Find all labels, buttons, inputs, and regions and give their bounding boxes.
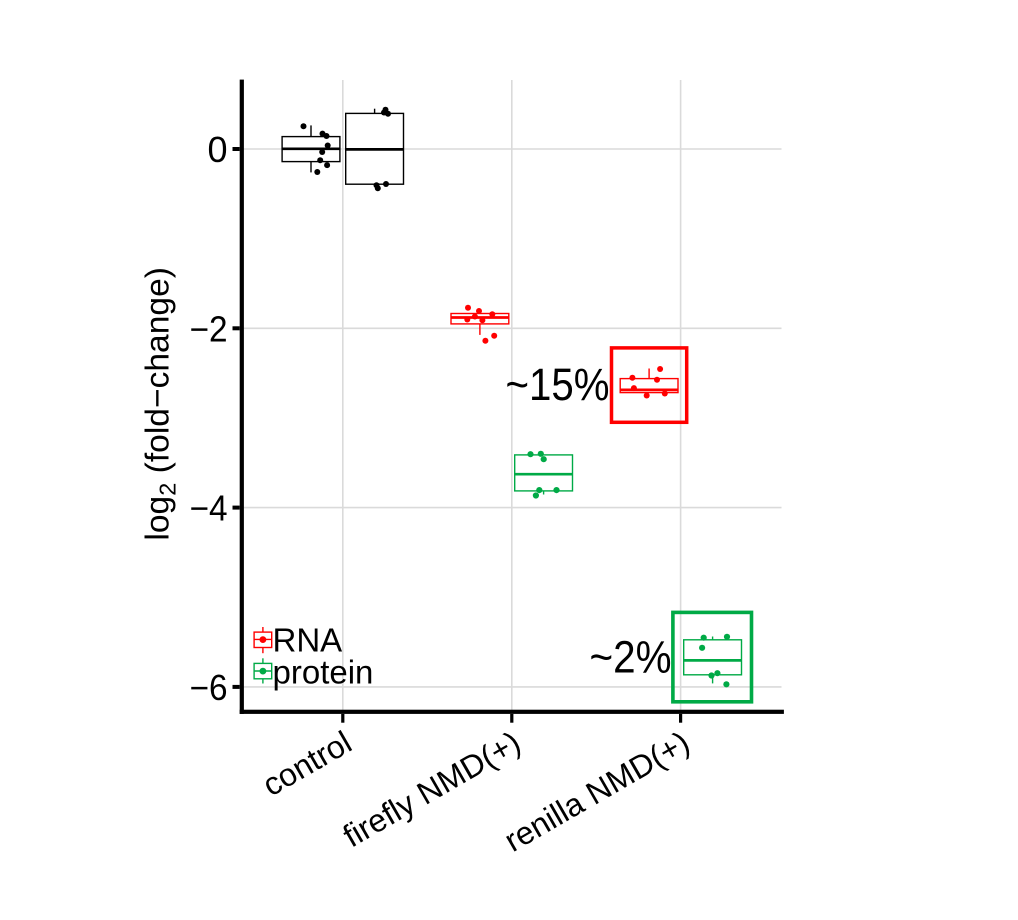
- svg-text:RNA: RNA: [273, 621, 343, 658]
- svg-text:~15%: ~15%: [506, 359, 610, 410]
- svg-text:log: log: [140, 496, 177, 541]
- svg-text:−2: −2: [190, 308, 228, 349]
- svg-text:protein: protein: [273, 654, 374, 691]
- svg-text:(fold−change): (fold−change): [140, 267, 177, 473]
- svg-text:~2%: ~2%: [590, 631, 672, 682]
- svg-text:−4: −4: [190, 488, 228, 529]
- svg-text:−6: −6: [190, 667, 228, 708]
- svg-text:2: 2: [155, 483, 181, 496]
- svg-text:0: 0: [207, 129, 227, 170]
